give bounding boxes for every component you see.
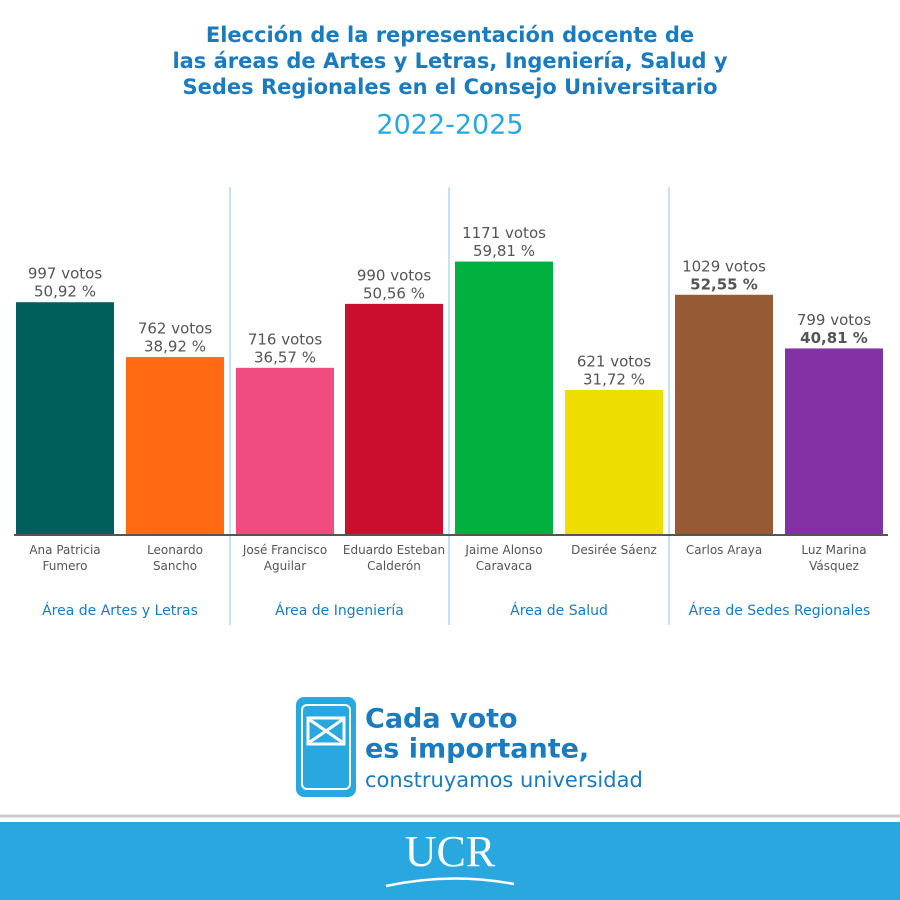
logo-swoosh xyxy=(385,877,515,888)
slogan-line: Cada voto xyxy=(365,704,518,735)
vote-label: 621 votos xyxy=(577,352,652,370)
title-line: Sedes Regionales en el Consejo Universit… xyxy=(183,75,718,99)
title-line: Elección de la representación docente de xyxy=(206,23,694,47)
candidate-name: Luz Marina Vásquez xyxy=(801,543,866,573)
title-line: las áreas de Artes y Letras, Ingeniería,… xyxy=(172,49,727,73)
subtitle: 2022-2025 xyxy=(376,110,523,141)
slogan-line: es importante, xyxy=(365,734,589,765)
percent-label: 52,55 % xyxy=(690,275,758,293)
percent-label: 59,81 % xyxy=(473,242,535,260)
vote-label: 1171 votos xyxy=(462,224,546,242)
bar xyxy=(126,357,224,535)
slogan-logo xyxy=(296,697,356,797)
bar xyxy=(785,348,883,535)
percent-label: 40,81 % xyxy=(800,329,868,347)
bar xyxy=(455,261,553,535)
vote-label: 799 votos xyxy=(797,311,872,329)
bar xyxy=(236,367,334,535)
vote-label: 1029 votos xyxy=(682,257,766,275)
ballot-icon xyxy=(296,697,356,797)
vote-label: 990 votos xyxy=(357,266,432,284)
group-label: Área de Ingeniería xyxy=(275,602,404,619)
bar xyxy=(565,389,663,535)
bar xyxy=(345,303,443,535)
candidate-name: Eduardo Esteban Calderón xyxy=(343,543,445,573)
bar xyxy=(16,302,114,535)
candidate-name: Desirée Sáenz xyxy=(571,543,657,557)
footer-band xyxy=(0,822,900,900)
candidate-name: Ana Patricia Fumero xyxy=(29,543,100,573)
group-label: Área de Sedes Regionales xyxy=(689,602,871,619)
candidate-name: José Francisco Aguilar xyxy=(242,543,327,573)
percent-label: 31,72 % xyxy=(583,370,645,388)
vote-label: 762 votos xyxy=(138,320,213,338)
percent-label: 50,56 % xyxy=(363,284,425,302)
percent-label: 38,92 % xyxy=(144,338,206,356)
slogan-line: construyamos universidad xyxy=(365,768,643,792)
group-label: Área de Salud xyxy=(510,602,608,619)
candidate-name: Carlos Araya xyxy=(686,543,762,557)
vote-label: 997 votos xyxy=(28,265,103,283)
percent-label: 36,57 % xyxy=(254,348,316,366)
candidate-name: Leonardo Sancho xyxy=(147,543,203,573)
logo-text: UCR xyxy=(405,827,496,876)
vote-label: 716 votos xyxy=(248,330,323,348)
group-label: Área de Artes y Letras xyxy=(42,602,198,619)
candidate-name: Jaime Alonso Caravaca xyxy=(464,543,542,573)
ballot-icon-border xyxy=(301,704,351,790)
percent-label: 50,92 % xyxy=(34,283,96,301)
ballot-icon-mark xyxy=(306,716,346,746)
bar xyxy=(675,294,773,535)
